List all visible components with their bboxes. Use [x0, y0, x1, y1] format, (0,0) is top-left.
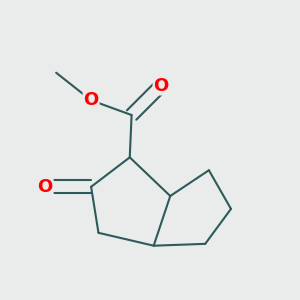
Text: O: O	[153, 76, 169, 94]
Text: O: O	[83, 91, 99, 109]
Text: O: O	[38, 178, 53, 196]
